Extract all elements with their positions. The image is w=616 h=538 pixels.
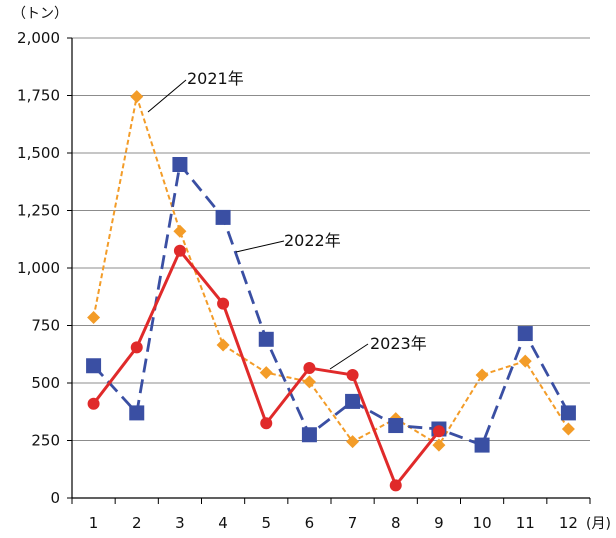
x-tick-label: 5 [261, 514, 271, 532]
data-point [259, 366, 273, 380]
data-point [303, 362, 316, 375]
series-2021年 [87, 90, 575, 452]
data-point [301, 427, 317, 443]
annotation-leader-2022 [235, 240, 285, 253]
y-axis-ticks: 0 250 500 750 1,000 1,250 1,500 1,750 2,000 [17, 29, 72, 507]
data-point [258, 331, 274, 347]
annotation-label-2023: 2023年 [370, 334, 427, 353]
data-point [173, 224, 187, 238]
data-point [216, 338, 230, 352]
data-point [260, 417, 273, 430]
series-2022年 [86, 157, 576, 453]
data-point [87, 397, 100, 410]
x-tick-label: 10 [473, 514, 492, 532]
data-point [518, 354, 532, 368]
y-axis-unit-label: （トン） [12, 6, 68, 22]
annotation-label-2022: 2022年 [284, 231, 341, 250]
y-tick-label: 2,000 [17, 29, 60, 47]
y-tick-label: 750 [31, 317, 60, 335]
data-point [130, 341, 143, 354]
x-tick-label: 9 [434, 514, 444, 532]
x-tick-label: 4 [218, 514, 228, 532]
y-tick-label: 1,250 [17, 202, 60, 220]
x-tick-label: 2 [132, 514, 142, 532]
data-point [475, 368, 489, 382]
data-point [173, 244, 186, 257]
x-tick-label: 8 [391, 514, 401, 532]
data-point [346, 368, 359, 381]
gridlines [72, 37, 590, 441]
data-point [86, 358, 102, 374]
data-point [302, 375, 316, 389]
data-point [432, 425, 445, 438]
series-line [92, 95, 570, 447]
x-tick-label: 1 [89, 514, 99, 532]
data-point [389, 479, 402, 492]
x-tick-label: 12 [559, 514, 578, 532]
x-tick-label: 7 [348, 514, 358, 532]
annotation-leader-2023 [329, 343, 369, 370]
data-point [432, 438, 446, 452]
y-tick-label: 1,000 [17, 259, 60, 277]
data-point [561, 422, 575, 436]
series-annotations: 2021年 2022年 2023年 [147, 69, 427, 370]
data-point [560, 405, 576, 421]
y-tick-label: 0 [50, 489, 60, 507]
data-point [345, 393, 361, 409]
annotation-label-2021: 2021年 [187, 69, 244, 88]
data-point [215, 209, 231, 225]
annotation-leader-2021 [147, 79, 187, 113]
series-group [86, 90, 576, 492]
y-tick-label: 1,750 [17, 87, 60, 105]
data-point [172, 157, 188, 172]
data-point [129, 405, 145, 421]
data-point [217, 297, 230, 310]
x-tick-label: 6 [305, 514, 315, 532]
data-point [130, 90, 144, 104]
data-point [388, 418, 404, 434]
data-point [517, 326, 533, 342]
series-line [92, 163, 570, 447]
data-point [474, 437, 490, 453]
y-tick-label: 500 [31, 374, 60, 392]
y-tick-label: 1,500 [17, 144, 60, 162]
x-axis-unit-label: (月) [586, 516, 611, 532]
x-axis-ticks: 1 2 3 4 5 6 7 8 9 10 11 12 [71, 498, 591, 532]
data-point [87, 310, 101, 324]
series-2023年 [87, 244, 445, 492]
x-tick-label: 3 [175, 514, 185, 532]
x-tick-label: 11 [516, 514, 535, 532]
y-tick-label: 250 [31, 432, 60, 450]
data-point [346, 435, 360, 449]
